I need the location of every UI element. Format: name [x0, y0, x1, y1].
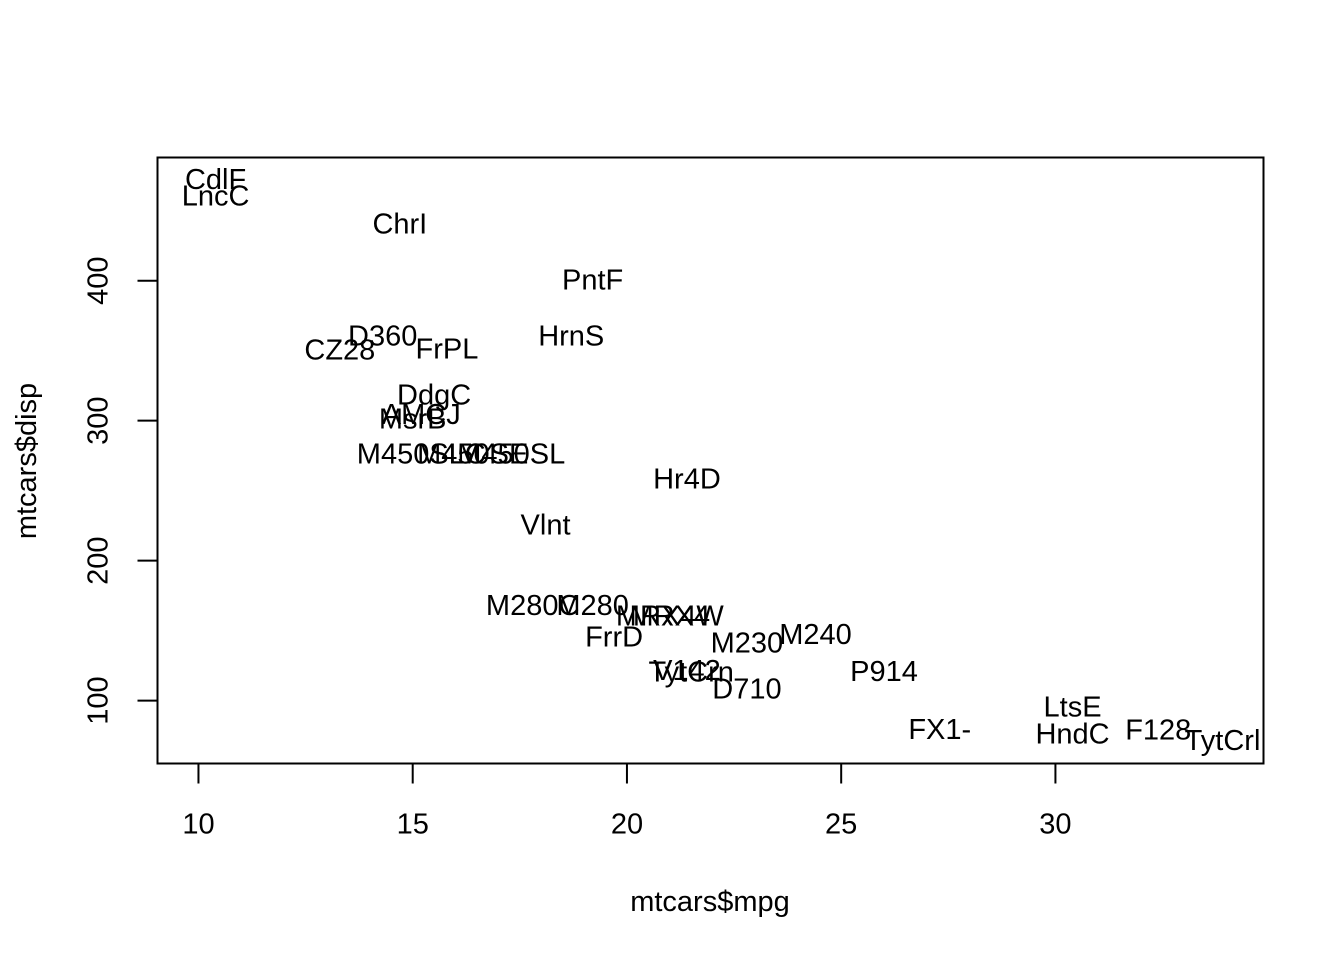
point-label: M450SL	[457, 439, 565, 471]
point-label: TytCrl	[1185, 725, 1261, 757]
y-tick-label: 300	[83, 396, 115, 444]
point-label: HrnS	[538, 321, 604, 353]
point-label: V142	[653, 655, 721, 687]
point-label: ChrI	[372, 209, 427, 241]
y-axis: 100 200 300 400	[83, 257, 159, 725]
point-label: FX1-	[908, 714, 971, 746]
point-label: LncC	[182, 181, 250, 213]
point-label: D710	[712, 673, 781, 705]
point-label: F128	[1125, 714, 1191, 746]
y-tick-label: 100	[83, 676, 115, 724]
y-tick-label: 200	[83, 536, 115, 584]
point-label: M240	[779, 619, 852, 651]
point-label: FrPL	[416, 333, 479, 365]
point-label: D360	[348, 321, 417, 353]
y-tick-label: 400	[83, 257, 115, 305]
point-label: P914	[850, 656, 918, 688]
point-label: M450SE	[417, 439, 528, 471]
point-label: M280C	[486, 590, 580, 622]
point-label: M450SLC	[357, 439, 486, 471]
x-tick-label: 10	[182, 809, 214, 841]
point-label: MRX4	[630, 601, 711, 633]
point-label: M280	[556, 590, 629, 622]
point-label: CdlF	[185, 164, 246, 196]
point-label: LtsE	[1044, 691, 1102, 723]
x-axis: 10 15 20 25 30	[182, 762, 1072, 841]
point-label: DdgC	[397, 379, 471, 411]
x-axis-title: mtcars$mpg	[630, 886, 790, 918]
point-label: MsrB	[379, 403, 447, 435]
y-axis-title: mtcars$disp	[11, 383, 43, 539]
point-label: AMCJ	[382, 399, 461, 431]
point-label: FrrD	[585, 622, 643, 654]
point-label: Hr4D	[653, 463, 721, 495]
x-tick-label: 20	[611, 809, 643, 841]
point-label: MRX4W	[616, 601, 725, 633]
point-label: CZ28	[304, 335, 375, 367]
point-label: M230	[711, 628, 784, 660]
x-tick-label: 30	[1039, 809, 1071, 841]
x-tick-label: 15	[397, 809, 429, 841]
x-tick-label: 25	[825, 809, 857, 841]
point-label: PntF	[562, 265, 623, 297]
point-label: TytCrn	[649, 656, 734, 688]
point-label: HndC	[1035, 719, 1109, 751]
point-label: Vlnt	[521, 510, 571, 542]
